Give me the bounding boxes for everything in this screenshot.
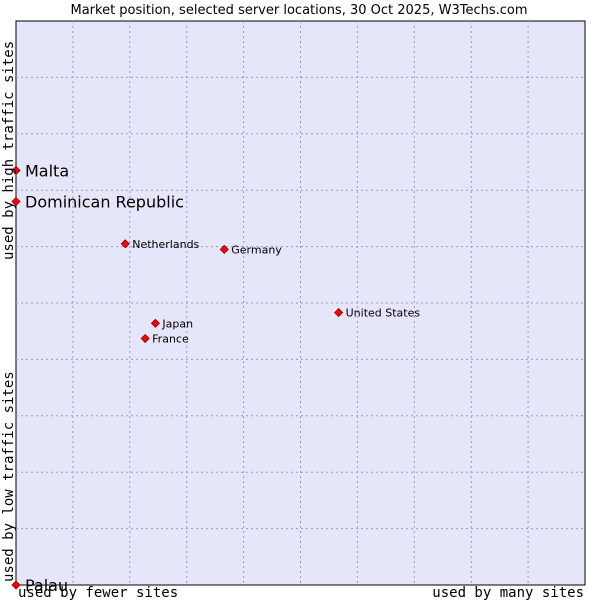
data-point-netherlands [120, 239, 130, 249]
data-label-malta: Malta [25, 161, 69, 180]
x-axis-label-low: used by fewer sites [18, 585, 178, 600]
data-point-malta [11, 165, 21, 176]
y-axis-label-high: used by high traffic sites [1, 41, 17, 260]
data-point-japan [150, 318, 160, 328]
data-point-palau [11, 580, 21, 590]
data-label-france: France [152, 333, 189, 346]
chart-title: Market position, selected server locatio… [70, 3, 527, 18]
y-axis-label-low: used by low traffic sites [1, 371, 17, 582]
data-label-united-states: United States [346, 307, 421, 320]
data-label-dominican-republic: Dominican Republic [25, 192, 184, 211]
data-label-netherlands: Netherlands [132, 238, 199, 251]
x-axis-label-high: used by many sites [432, 585, 584, 600]
data-label-palau: Palau [25, 576, 68, 595]
data-label-germany: Germany [231, 243, 282, 256]
data-label-japan: Japan [161, 317, 193, 330]
data-point-france [140, 333, 150, 344]
data-points: Malta Dominican Republic Netherlands German… [11, 161, 421, 595]
grid [16, 21, 585, 585]
data-point-united-states [334, 308, 344, 318]
data-point-germany [219, 244, 229, 254]
data-point-dominican-republic [11, 196, 21, 207]
